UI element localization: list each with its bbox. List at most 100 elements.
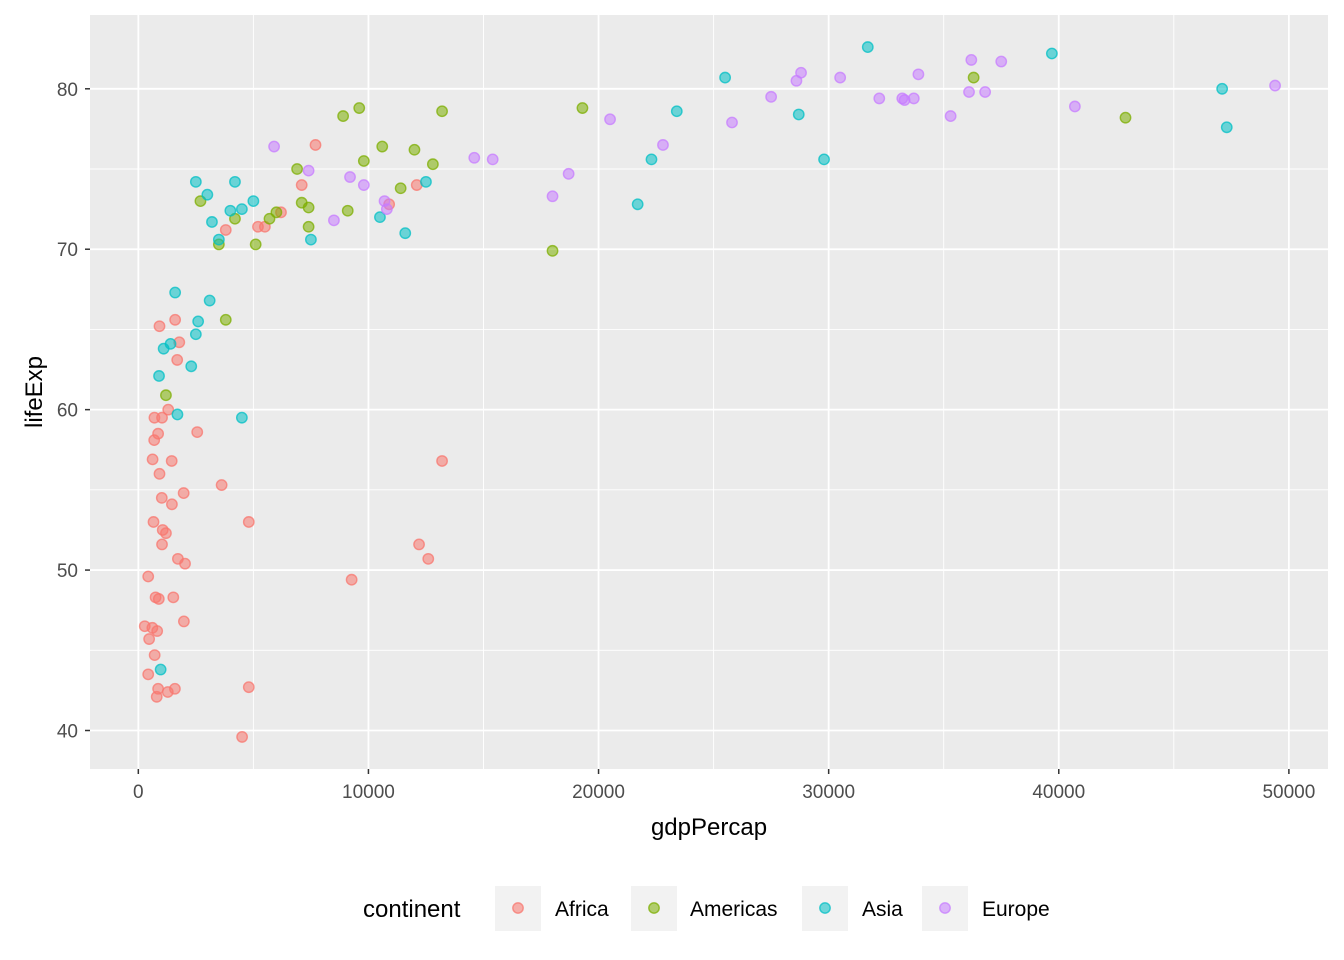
data-point — [192, 315, 205, 328]
data-point — [790, 74, 803, 87]
data-point — [898, 94, 911, 106]
data-point — [408, 143, 421, 156]
data-point — [169, 313, 182, 326]
legend-label: Africa — [555, 898, 609, 921]
data-point — [357, 155, 370, 167]
y-tick-label: 80 — [57, 80, 78, 101]
data-point — [153, 370, 165, 382]
data-point — [185, 360, 198, 373]
data-point — [631, 198, 644, 211]
data-point — [576, 102, 589, 114]
data-point — [657, 139, 669, 151]
data-point — [1216, 82, 1229, 95]
data-point — [426, 158, 439, 171]
data-point — [165, 455, 178, 467]
data-point — [235, 411, 248, 424]
data-point — [436, 105, 448, 118]
data-point — [873, 92, 886, 105]
legend-swatch — [819, 902, 831, 914]
data-point — [203, 294, 216, 307]
data-point — [143, 633, 156, 645]
data-point — [167, 591, 180, 604]
data-point — [963, 86, 975, 98]
data-point — [353, 102, 366, 114]
data-point — [212, 233, 225, 246]
data-point — [546, 190, 559, 203]
data-point — [486, 153, 499, 166]
data-point — [166, 498, 178, 511]
data-point — [792, 108, 805, 121]
data-point — [270, 206, 283, 219]
data-point — [153, 320, 166, 333]
data-point — [399, 227, 412, 240]
data-point — [268, 140, 280, 153]
data-point — [861, 41, 874, 53]
data-point — [206, 216, 218, 228]
data-point — [242, 516, 255, 528]
grid-minor — [90, 15, 1328, 769]
data-point — [546, 244, 559, 257]
data-point — [142, 668, 155, 681]
legend-title: continent — [363, 896, 461, 923]
data-point — [719, 71, 732, 84]
data-point — [148, 434, 161, 447]
data-point — [979, 86, 992, 98]
data-point — [726, 116, 738, 129]
data-point — [374, 211, 386, 224]
data-points — [138, 41, 1281, 743]
data-point — [1269, 79, 1281, 92]
data-point — [345, 573, 358, 586]
data-point — [305, 233, 317, 246]
data-point — [177, 487, 190, 499]
data-point — [171, 354, 184, 366]
data-point — [765, 90, 778, 103]
data-point — [224, 204, 237, 217]
data-point — [376, 140, 389, 153]
data-point — [420, 175, 432, 188]
data-point — [148, 649, 161, 661]
data-point — [965, 54, 978, 66]
data-point — [341, 204, 354, 217]
data-point — [160, 389, 172, 402]
data-point — [394, 182, 407, 195]
data-point — [1220, 121, 1233, 134]
x-tick-label: 10000 — [342, 782, 395, 803]
data-point — [189, 175, 202, 188]
series-africa — [138, 139, 448, 743]
data-point — [834, 71, 847, 84]
data-point — [645, 153, 658, 166]
data-point — [944, 110, 957, 122]
data-point — [150, 690, 163, 703]
data-point — [162, 403, 175, 416]
data-point — [344, 171, 356, 183]
data-point — [169, 286, 182, 299]
data-point — [229, 175, 241, 188]
series-asia — [153, 41, 1233, 676]
data-point — [604, 113, 616, 126]
data-point — [291, 163, 304, 175]
y-tick-label: 70 — [57, 240, 78, 261]
data-point — [153, 467, 166, 480]
data-point — [302, 164, 315, 177]
data-point — [967, 71, 980, 84]
data-point — [157, 342, 170, 355]
data-point — [148, 411, 161, 424]
y-axis-title: lifeExp — [21, 356, 48, 428]
legend-label: Americas — [690, 898, 778, 921]
x-axis-ticks: 0 10000 20000 30000 40000 50000 — [133, 769, 1315, 803]
data-point — [670, 105, 683, 118]
data-point — [236, 731, 249, 743]
legend-swatch — [648, 902, 660, 914]
data-point — [1045, 47, 1058, 60]
data-point — [242, 681, 255, 694]
data-point — [161, 686, 174, 698]
data-point — [189, 328, 202, 341]
data-point — [160, 527, 172, 540]
data-point — [1068, 100, 1081, 113]
data-point — [249, 238, 262, 251]
data-point — [146, 453, 159, 466]
data-point — [302, 220, 315, 233]
data-point — [201, 188, 214, 201]
y-axis-ticks: 40 50 60 70 80 — [57, 80, 90, 742]
